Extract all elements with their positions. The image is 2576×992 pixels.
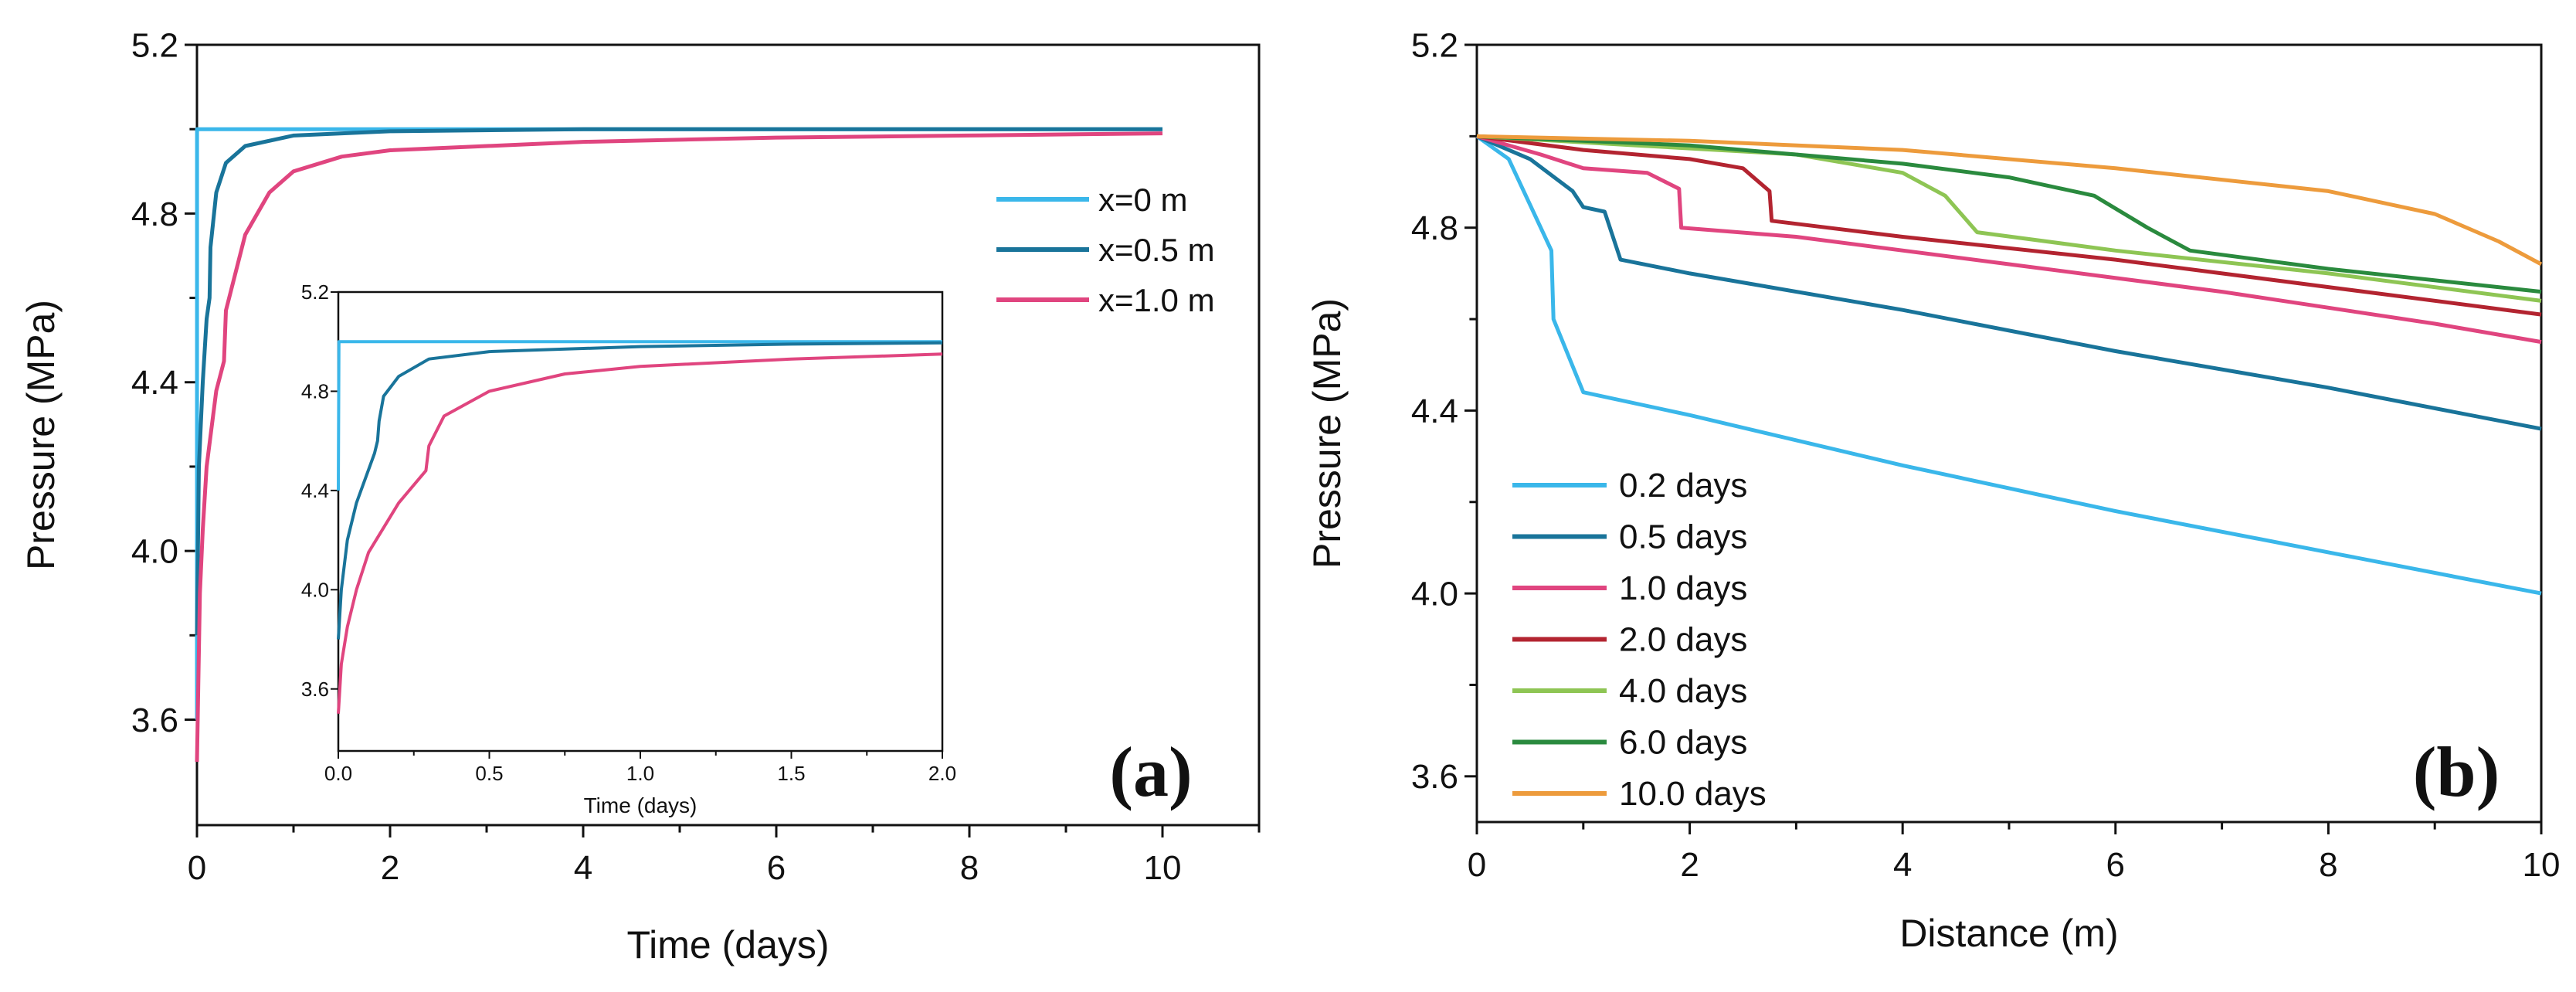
x-tick-label: 6	[2106, 846, 2125, 884]
y-tick-label: 4.8	[301, 380, 329, 403]
series-line	[1476, 134, 2542, 431]
x-tick-label: 2	[1680, 846, 1699, 884]
x-tick-label: 0	[188, 849, 206, 887]
series-line	[1476, 134, 2542, 303]
x-tick-label: 10	[1144, 849, 1182, 887]
series-line	[337, 352, 943, 714]
panel-a-chart: 0 2 4 6 8 10 3.6 4.0 4.4 4.8 5.2 Time (days) Pressur…	[19, 26, 1261, 967]
series-line	[337, 340, 942, 491]
legend-label: x=0.5 m	[1098, 232, 1215, 268]
x-tick-label: 0.0	[324, 762, 352, 785]
legend-label: 1.0 days	[1619, 569, 1747, 607]
y-tick-label: 4.4	[131, 364, 178, 402]
legend-label: 6.0 days	[1619, 724, 1747, 762]
series-line	[1476, 134, 2542, 294]
legend-label: 2.0 days	[1619, 621, 1747, 659]
y-tick-label: 4.4	[1411, 392, 1458, 430]
panel-label: (b)	[2413, 732, 2500, 811]
x-tick-label: 1.5	[777, 762, 805, 785]
x-axis-title: Distance (m)	[1899, 912, 2118, 955]
x-tick-label: 4	[1893, 846, 1912, 884]
legend-label: x=1.0 m	[1098, 282, 1215, 318]
y-tick-label: 4.0	[131, 533, 178, 571]
series-line	[195, 131, 1163, 763]
panel-b-chart: 0 2 4 6 8 10 3.6 4.0 4.4 4.8 5.2 Distance (m) Pressu…	[1305, 26, 2560, 955]
series-line	[1476, 134, 2543, 267]
inset-x-axis-title: Time (days)	[584, 793, 697, 817]
y-tick-label: 5.2	[1411, 26, 1458, 64]
y-tick-label: 5.2	[131, 26, 178, 64]
x-tick-label: 2	[381, 849, 399, 887]
panel-label: (a)	[1109, 732, 1192, 811]
y-tick-label: 4.8	[131, 195, 178, 233]
x-tick-label: 10	[2523, 846, 2561, 884]
legend-label: 10.0 days	[1619, 775, 1767, 813]
y-tick-label: 4.8	[1411, 209, 1458, 247]
legend-label: 0.2 days	[1619, 467, 1747, 504]
x-tick-label: 0.5	[475, 762, 503, 785]
y-tick-label: 5.2	[301, 280, 329, 304]
y-tick-label: 4.4	[301, 479, 329, 502]
x-tick-label: 0	[1468, 846, 1486, 884]
y-axis-title: Pressure (MPa)	[1305, 298, 1349, 569]
x-tick-label: 8	[2319, 846, 2337, 884]
series-line	[1475, 134, 2542, 596]
y-tick-label: 3.6	[1411, 758, 1458, 796]
y-tick-label: 3.6	[131, 702, 178, 739]
x-tick-label: 4	[574, 849, 592, 887]
x-tick-label: 6	[767, 849, 786, 887]
legend-label: 4.0 days	[1619, 672, 1747, 710]
legend-label: 0.5 days	[1619, 518, 1747, 556]
y-axis-title: Pressure (MPa)	[19, 300, 63, 570]
series-line	[1476, 134, 2542, 317]
legend-label: x=0 m	[1098, 182, 1188, 218]
x-tick-label: 8	[960, 849, 979, 887]
x-tick-label: 1.0	[626, 762, 654, 785]
y-tick-label: 4.0	[301, 578, 329, 601]
inset-background	[338, 292, 942, 751]
x-axis-title: Time (days)	[626, 923, 829, 967]
series-line	[195, 127, 1162, 636]
y-tick-label: 3.6	[301, 678, 329, 701]
series-line	[337, 341, 943, 640]
y-tick-label: 4.0	[1411, 576, 1458, 613]
x-tick-label: 2.0	[928, 762, 956, 785]
series-line	[1476, 134, 2542, 345]
